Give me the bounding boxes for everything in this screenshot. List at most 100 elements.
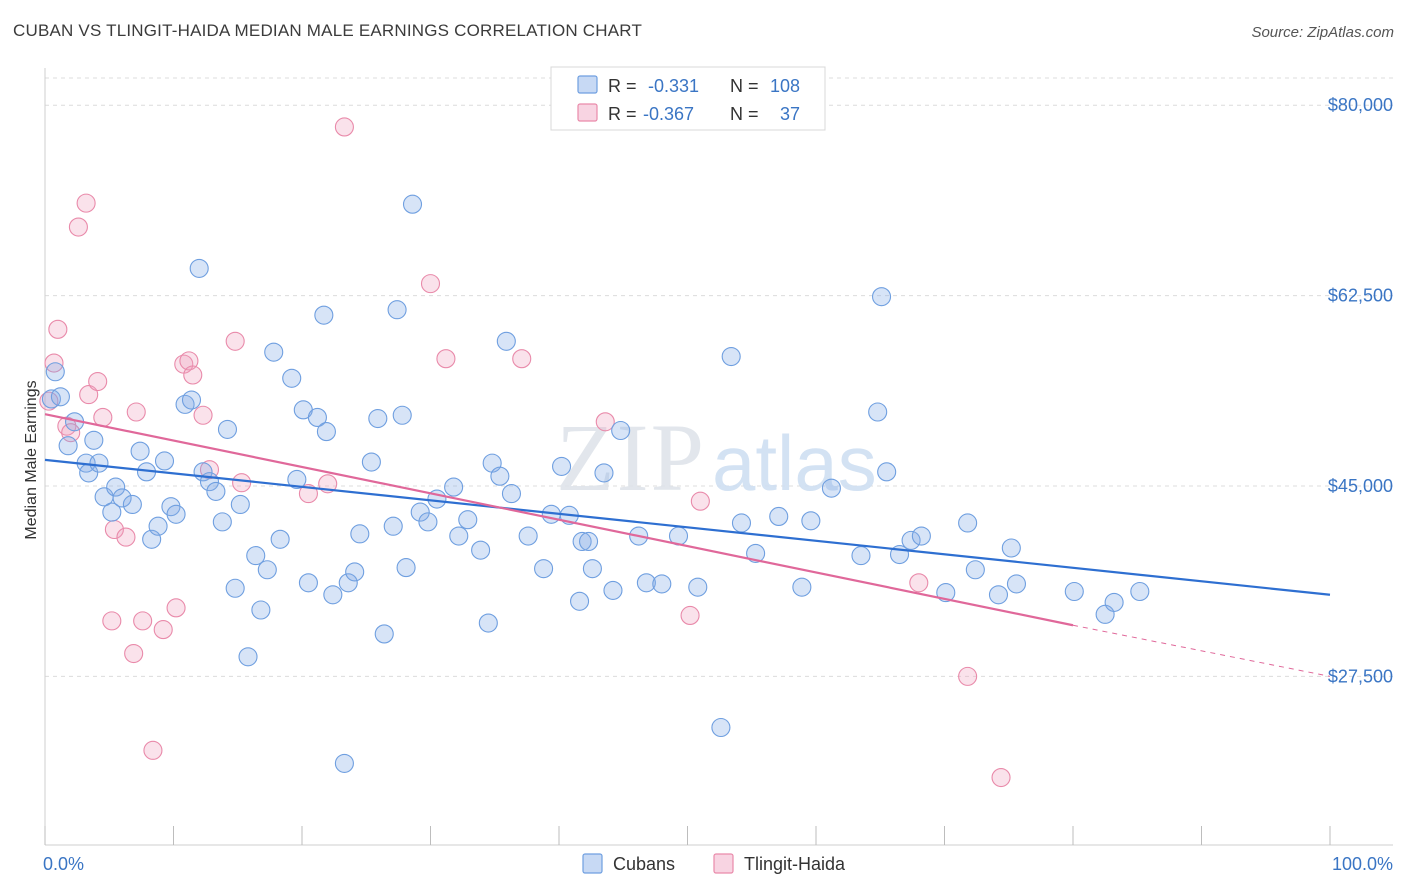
legend-n-value-1: 108 [770, 76, 800, 96]
cubans-point-51 [374, 624, 394, 644]
legend-r-label-2: R = [608, 104, 637, 124]
tlingit-haida-point-5 [79, 385, 99, 405]
cubans-point-92 [801, 511, 821, 531]
y-axis-label: Median Male Earnings [23, 380, 40, 539]
cubans-point-64 [478, 613, 498, 633]
tlingit-haida-point-31 [512, 349, 532, 369]
cubans-point-11 [106, 477, 126, 497]
cubans-point-89 [746, 543, 766, 563]
cubans-point-46 [338, 573, 358, 593]
cubans-point-76 [579, 531, 599, 552]
cubans-point-10 [102, 502, 122, 522]
stats-legend: R = -0.331 N = 108 R = -0.367 N = 37 [550, 66, 826, 131]
cubans-point-96 [871, 287, 892, 307]
cubans-point-52 [383, 516, 403, 536]
x-tick-label-min: 0.0% [43, 854, 84, 874]
cubans-point-105 [1001, 538, 1021, 558]
cubans-point-58 [418, 512, 438, 532]
tlingit-haida-point-16 [143, 740, 163, 760]
cubans-point-41 [307, 407, 327, 427]
cubans-point-34 [257, 560, 277, 580]
y-tick-labels: $80,000 $62,500 $45,000 $27,500 [1328, 95, 1393, 686]
cubans-point-86 [711, 717, 731, 738]
y-tick-label-0: $80,000 [1328, 95, 1393, 115]
watermark-atlas: atlas [712, 419, 877, 507]
axes [44, 68, 1393, 846]
cubans-point-14 [130, 441, 150, 461]
y-tick-label-2: $45,000 [1328, 476, 1393, 496]
cubans-point-68 [501, 484, 522, 504]
cubans-point-29 [225, 578, 245, 598]
cubans-point-26 [206, 481, 226, 501]
tlingit-haida-point-34 [690, 491, 710, 511]
tlingit-haida-point-24 [225, 331, 245, 351]
cubans-point-67 [496, 331, 516, 351]
tlingit-haida-point-30 [436, 349, 456, 369]
cubans-point-70 [534, 559, 554, 579]
cubans-point-43 [316, 422, 336, 442]
y-tick-label-3: $27,500 [1328, 666, 1393, 686]
cubans-point-32 [246, 546, 266, 566]
cubans-point-13 [122, 494, 142, 515]
legend-swatch-tlingit [577, 103, 598, 122]
cubans-point-69 [518, 526, 538, 546]
cubans-point-36 [270, 529, 290, 549]
cubans-point-45 [334, 753, 354, 773]
cubans-point-79 [603, 580, 623, 600]
tlingit-haida-point-36 [958, 666, 978, 686]
cubans-point-83 [652, 574, 672, 594]
cubans-point-56 [402, 194, 423, 214]
cubans-point-88 [731, 513, 752, 533]
cubans-point-95 [868, 402, 888, 422]
cubans-point-38 [287, 469, 307, 490]
cubans-point-3 [58, 436, 78, 456]
legend-r-value-1: -0.331 [648, 76, 699, 96]
cubans-point-28 [217, 419, 238, 439]
cubans-point-72 [552, 456, 572, 476]
tlingit-haida-point-25 [232, 473, 252, 493]
legend-swatch-cubans-bottom [582, 853, 603, 874]
cubans-point-102 [958, 513, 978, 533]
series-legend: Cubans Tlingit-Haida [582, 853, 846, 874]
tlingit-haida-point-21 [183, 365, 203, 385]
cubans-points [41, 194, 1150, 773]
tlingit-haida-point-12 [116, 527, 136, 547]
tlingit-haida-point-6 [76, 193, 96, 213]
legend-n-label-1: N = [730, 76, 759, 96]
cubans-trend-line [44, 458, 1331, 596]
tlingit-haida-trend-extension [1072, 624, 1331, 677]
cubans-point-100 [911, 526, 931, 546]
tlingit-haida-point-8 [88, 371, 108, 392]
trend-lines [44, 413, 1331, 677]
tlingit-haida-point-14 [126, 402, 146, 422]
tlingit-haida-point-33 [680, 605, 700, 625]
cubans-point-85 [688, 577, 708, 597]
tlingit-haida-point-37 [991, 767, 1011, 788]
cubans-point-1 [45, 362, 65, 382]
cubans-point-66 [490, 466, 510, 486]
cubans-point-62 [458, 510, 478, 530]
cubans-point-18 [154, 451, 175, 471]
tlingit-haida-point-18 [166, 598, 186, 618]
cubans-point-63 [471, 540, 491, 560]
cubans-point-7 [84, 430, 104, 450]
cubans-point-35 [264, 342, 284, 362]
legend-swatch-tlingit-bottom [713, 853, 734, 874]
cubans-point-99 [901, 530, 921, 550]
y-tick-label-1: $62,500 [1328, 286, 1393, 306]
cubans-point-106 [1006, 574, 1027, 594]
cubans-point-78 [594, 463, 614, 483]
cubans-point-40 [298, 573, 318, 593]
cubans-point-55 [396, 558, 416, 578]
tlingit-haida-point-32 [595, 412, 615, 432]
cubans-point-104 [988, 585, 1009, 605]
gridlines [45, 77, 1393, 677]
x-tick-labels: 0.0% 100.0% [43, 854, 1393, 874]
x-tick-label-max: 100.0% [1332, 854, 1393, 874]
cubans-point-110 [1130, 581, 1150, 602]
cubans-point-80 [611, 420, 631, 441]
cubans-point-54 [392, 405, 412, 425]
cubans-point-77 [582, 559, 602, 579]
tlingit-haida-point-0 [39, 391, 59, 411]
